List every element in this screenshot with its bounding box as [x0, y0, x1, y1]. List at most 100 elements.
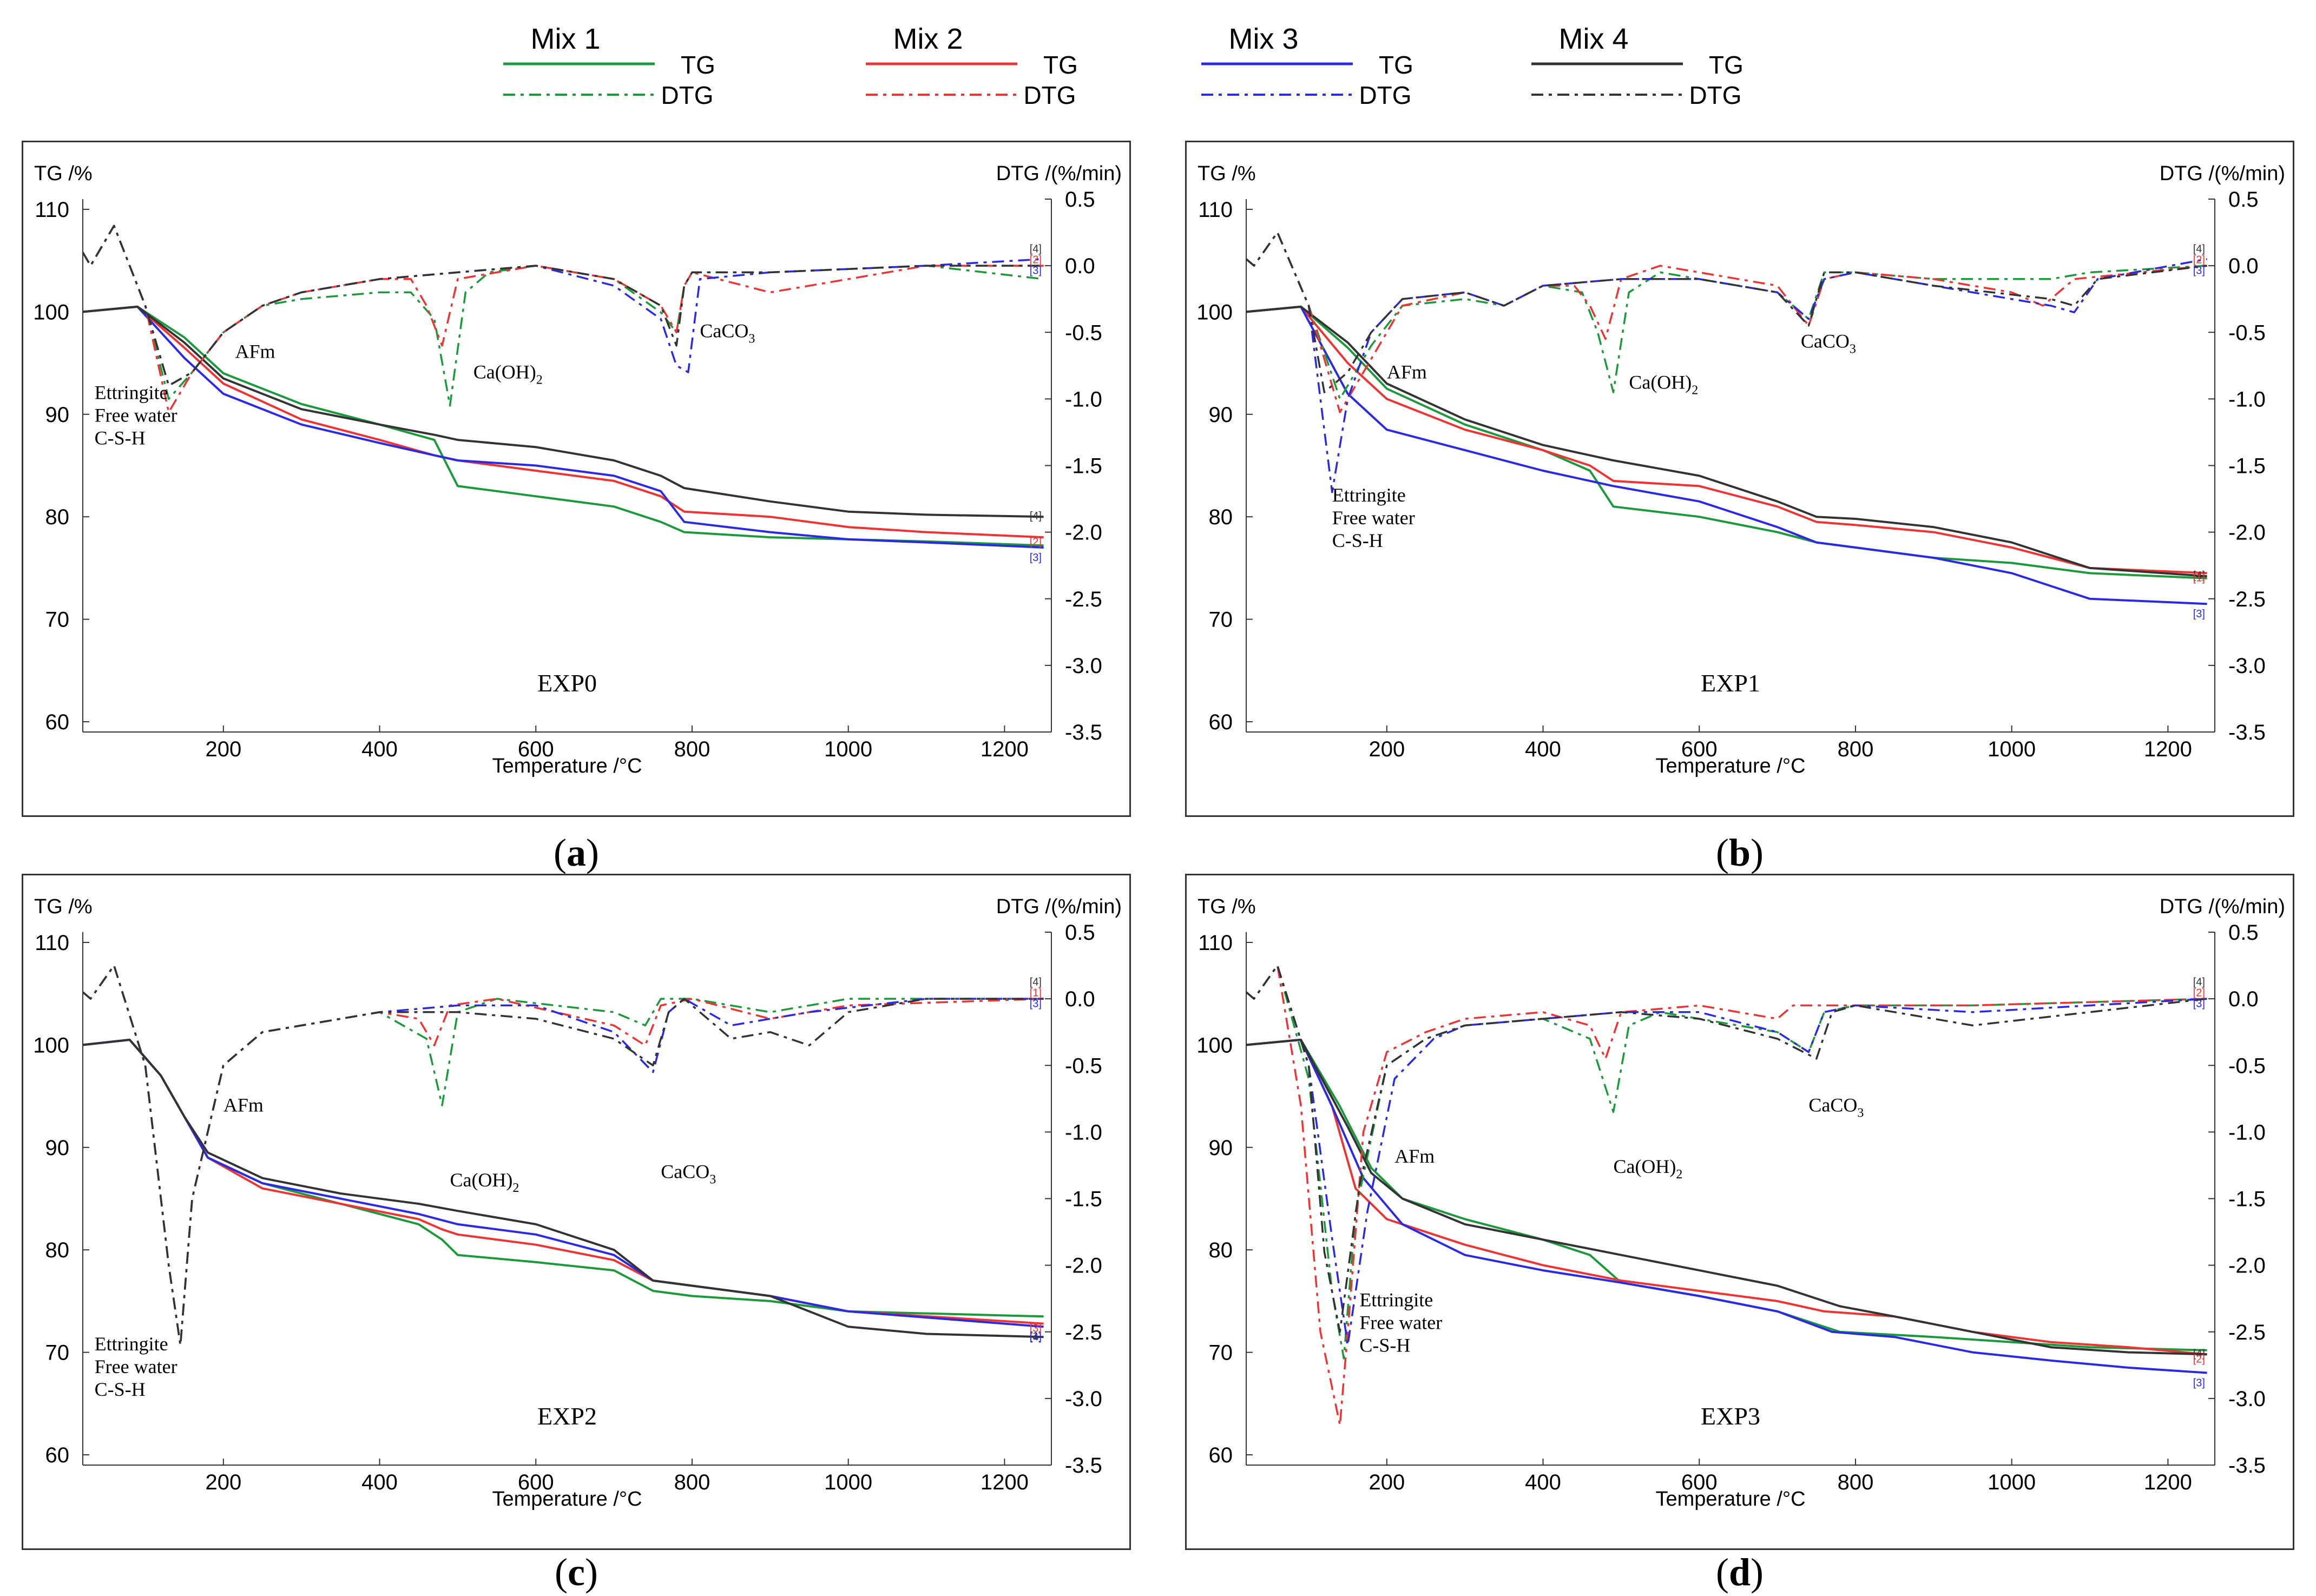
panel-c-x-tick-label: 400	[361, 1470, 398, 1494]
panel-d-dtg-tick-label: -3.5	[2228, 1454, 2266, 1478]
panel-a-mix-3-dtg-line	[82, 225, 1044, 387]
panel-d-x-tick-label: 1200	[2144, 1470, 2192, 1494]
panel-a-tg-end-label: [4]	[1030, 510, 1042, 522]
caption-d: (d)	[1715, 1551, 1764, 1594]
panel-b-annotation-3: CaCO3	[1801, 331, 1856, 357]
panel-c-dtg-end-label: [1]	[1030, 987, 1042, 999]
panel-d-dtg-tick-label: -1.5	[2228, 1188, 2266, 1211]
panel-d-annotation-0-line-2: C-S-H	[1359, 1334, 1410, 1356]
panel-c-annotation-1-line-0: AFm	[223, 1094, 264, 1116]
panel-b-dtg-tick-label: -2.0	[2228, 521, 2266, 545]
panel-a-dtg-tick-label: -2.5	[1065, 588, 1102, 611]
panel-c-dtg-tick-label: -1.5	[1065, 1188, 1102, 1211]
panel-a-dtg-tick-label: -0.5	[1065, 321, 1102, 345]
panel-b-mix-1-tg-line	[1246, 305, 2207, 579]
panel-a-tg-tick-label: 90	[45, 403, 70, 427]
panel-c-mix-2-tg-line	[82, 1038, 1044, 1325]
panel-c-tg-tick-label: 90	[45, 1136, 70, 1160]
panel-d-dtg-end-label: [4]	[2193, 977, 2205, 988]
panel-b-mix-4-tg-line	[1246, 305, 2207, 578]
panel-d-mix-3-tg-line	[1246, 1038, 2207, 1374]
panel-b-dtg-tick-label: -3.0	[2228, 654, 2266, 678]
panel-b-x-tick-label: 600	[1681, 737, 1718, 761]
legend-mix-4-dtg-label: DTG	[1689, 81, 1741, 108]
panel-c-annotation-3-subscript: 3	[709, 1173, 716, 1187]
panel-b-x-tick-label: 1000	[1988, 737, 2036, 761]
panel-c-dtg-tick-label: 0.0	[1065, 987, 1095, 1011]
panel-b-tg-end-label: [4]	[2193, 570, 2205, 582]
panel-d-tg-tick-label: 100	[1196, 1033, 1233, 1057]
caption-a: (a)	[554, 831, 599, 874]
panel-a-tg-tick-label: 80	[45, 505, 70, 529]
panel-a-dtg-tick-label: -3.0	[1065, 654, 1102, 678]
panel-a-x-tick-label: 1200	[981, 737, 1029, 761]
panel-d-x-tick-label: 1000	[1988, 1470, 2036, 1494]
panel-d-mix-3-dtg-line	[1245, 964, 2207, 1347]
panel-d-dtg-tick-label: -1.0	[2228, 1120, 2266, 1144]
caption-c: (c)	[555, 1551, 598, 1594]
panel-c-x-tick-label: 1200	[981, 1470, 1029, 1494]
panel-d-tg-tick-label: 60	[1209, 1443, 1233, 1467]
panel-b-mix-4-dtg-line	[1245, 231, 2207, 393]
panel-b-annotation-2-subscript: 2	[1692, 383, 1698, 397]
panel-b-tg-tick-label: 90	[1209, 403, 1233, 427]
panel-a-tg-end-label: [2]	[1030, 536, 1042, 548]
panel-c-mix-1-dtg-line	[82, 964, 1044, 1347]
panel-b-mix-2-dtg-line	[1245, 231, 2207, 413]
panel-c-x-tick-label: 800	[674, 1470, 710, 1494]
panel-a-tg-end-label: [3]	[1030, 552, 1042, 564]
panel-a-x-tick-label: 1000	[824, 737, 872, 761]
panel-d-dtg-tick-label: -0.5	[2228, 1054, 2266, 1078]
panel-b-tg-tick-label: 80	[1209, 505, 1233, 529]
panel-a-mix-1-dtg-line	[82, 225, 1044, 407]
panel-a-dtg-tick-label: -3.5	[1065, 721, 1102, 744]
legend-mix-4-tg-label: TG	[1709, 51, 1743, 79]
chart-panel-b: TG /% DTG /(%/min) Temperature /°C 200 400 60…	[1185, 141, 2294, 817]
panel-c-annotation-2: Ca(OH)2	[450, 1169, 519, 1195]
panel-a-annotation-0-line-0: Ettringite	[95, 381, 168, 403]
panel-d-annotation-2: Ca(OH)2	[1613, 1156, 1682, 1182]
panel-c-dtg-end-label: [3]	[1030, 998, 1042, 1010]
panel-b-x-tick-label: 800	[1838, 737, 1874, 761]
panel-b-dtg-tick-label: -3.5	[2228, 721, 2266, 744]
panel-d-dtg-tick-label: 0.5	[2228, 921, 2259, 945]
panel-a-x-tick-label: 800	[674, 737, 710, 761]
panel-c-annotation-0-line-0: Ettringite	[95, 1333, 168, 1355]
panel-b-mix-3-tg-line	[1246, 305, 2207, 605]
panel-a-dtg-end-label: [3]	[1030, 265, 1042, 277]
panel-c-dtg-axis-title: DTG /(%/min)	[996, 895, 1122, 918]
panel-d-dtg-end-label: [3]	[2193, 998, 2205, 1010]
panel-c-x-tick-label: 600	[518, 1470, 554, 1494]
panel-b-annotation-2-main: Ca(OH)	[1629, 371, 1692, 393]
panel-b-dtg-tick-label: -1.5	[2228, 454, 2266, 478]
panel-d-x-tick-label: 600	[1681, 1470, 1718, 1494]
panel-d-x-tick-label: 800	[1838, 1470, 1874, 1494]
panel-b-dtg-tick-label: -0.5	[2228, 321, 2266, 345]
panel-c-tg-tick-label: 60	[45, 1443, 70, 1467]
panel-c-tg-tick-label: 80	[45, 1238, 70, 1262]
panel-c-annotation-0-line-1: Free water	[95, 1356, 177, 1377]
panel-b-tg-tick-label: 60	[1209, 710, 1233, 734]
panel-d-mix-4-dtg-line	[1245, 964, 2207, 1333]
panel-c-x-tick-label: 200	[205, 1470, 241, 1494]
legend-mix-2-dtg-label: DTG	[1023, 81, 1076, 108]
panel-a-dtg-tick-label: 0.5	[1065, 188, 1095, 212]
panel-d-annotation-3: CaCO3	[1808, 1094, 1864, 1120]
panel-b-x-tick-label: 200	[1368, 737, 1405, 761]
panel-a-x-tick-label: 400	[361, 737, 398, 761]
panel-c-tg-end-label: [1]	[1030, 1330, 1042, 1342]
legend-mix-3-name: Mix 3	[1228, 23, 1298, 55]
panel-d-tg-tick-label: 80	[1209, 1238, 1233, 1262]
panel-a-mix-3-tg-line	[82, 305, 1044, 549]
panel-a-annotation-2-main: Ca(OH)	[473, 361, 536, 382]
legend-mix-2-tg-label: TG	[1043, 51, 1078, 79]
panel-b-dtg-end-label: [3]	[2193, 265, 2205, 277]
panel-d-x-tick-label: 400	[1525, 1470, 1561, 1494]
chart-svg-c: TG /% DTG /(%/min) Temperature /°C 200 400 60…	[33, 895, 1122, 1511]
panel-d-x-axis-title: Temperature /°C	[1655, 1488, 1805, 1511]
panel-d-annotation-2-main: Ca(OH)	[1613, 1156, 1676, 1177]
panel-d-mix-2-tg-line	[1246, 1038, 2207, 1356]
panel-b-annotation-3-main: CaCO	[1801, 331, 1850, 352]
panel-b-annotation-0-line-0: Ettringite	[1332, 484, 1406, 506]
